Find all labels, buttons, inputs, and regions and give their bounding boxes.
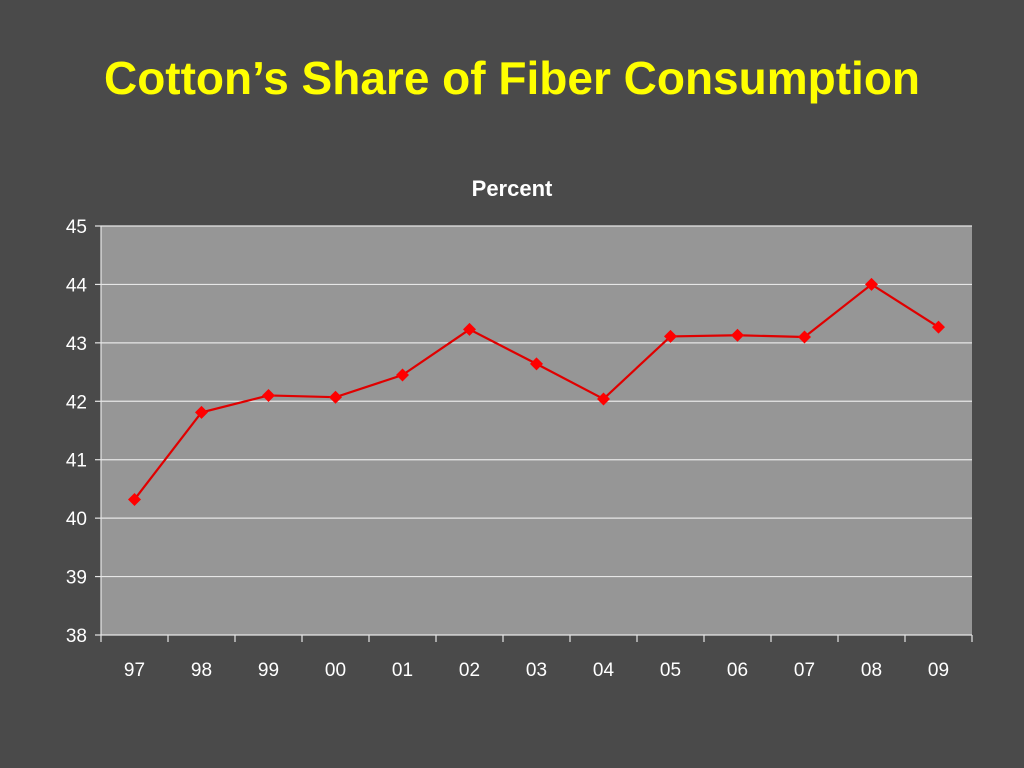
x-tick-label: 02 [459,660,480,681]
x-tick-label: 08 [861,660,882,681]
x-tick-label: 03 [526,660,547,681]
y-tick-label: 44 [66,275,88,296]
x-tick-label: 00 [325,660,346,681]
y-tick-label: 41 [66,451,87,472]
y-tick-label: 43 [66,334,87,355]
chart-title: Percent [472,176,553,201]
x-tick-label: 07 [794,660,815,681]
plot-layer: 38 39 40 41 42 43 44 45 97 98 99 00 01 02 03 04 05 06 07 08… [66,217,973,681]
x-tick-label: 04 [593,660,615,681]
data-point-marker [396,368,409,382]
x-tick-label: 05 [660,660,681,681]
data-point-marker [530,357,543,371]
x-tick-label: 01 [392,660,413,681]
plot-area [101,226,972,635]
y-tick-label: 39 [66,568,87,589]
data-point-marker [463,322,476,336]
data-point-marker [597,392,610,406]
slide-title: Cotton’s Share of Fiber Consumption [103,52,921,104]
y-tick-label: 38 [66,626,87,647]
x-tick-label: 06 [727,660,748,681]
data-point-marker [798,330,811,344]
x-tick-label: 99 [258,660,279,681]
data-point-marker [664,329,677,343]
data-point-marker [865,277,878,291]
x-tick-label: 09 [928,660,949,681]
data-point-marker [731,328,744,342]
data-point-marker [195,405,208,419]
x-tick-label: 98 [191,660,212,681]
data-point-marker [262,388,275,402]
data-point-marker [128,492,141,506]
x-tick-label: 97 [124,660,145,681]
y-tick-label: 45 [66,217,87,238]
y-tick-label: 42 [66,392,87,413]
y-tick-label: 40 [66,509,87,530]
data-point-marker [932,320,945,334]
data-point-marker [329,390,342,404]
